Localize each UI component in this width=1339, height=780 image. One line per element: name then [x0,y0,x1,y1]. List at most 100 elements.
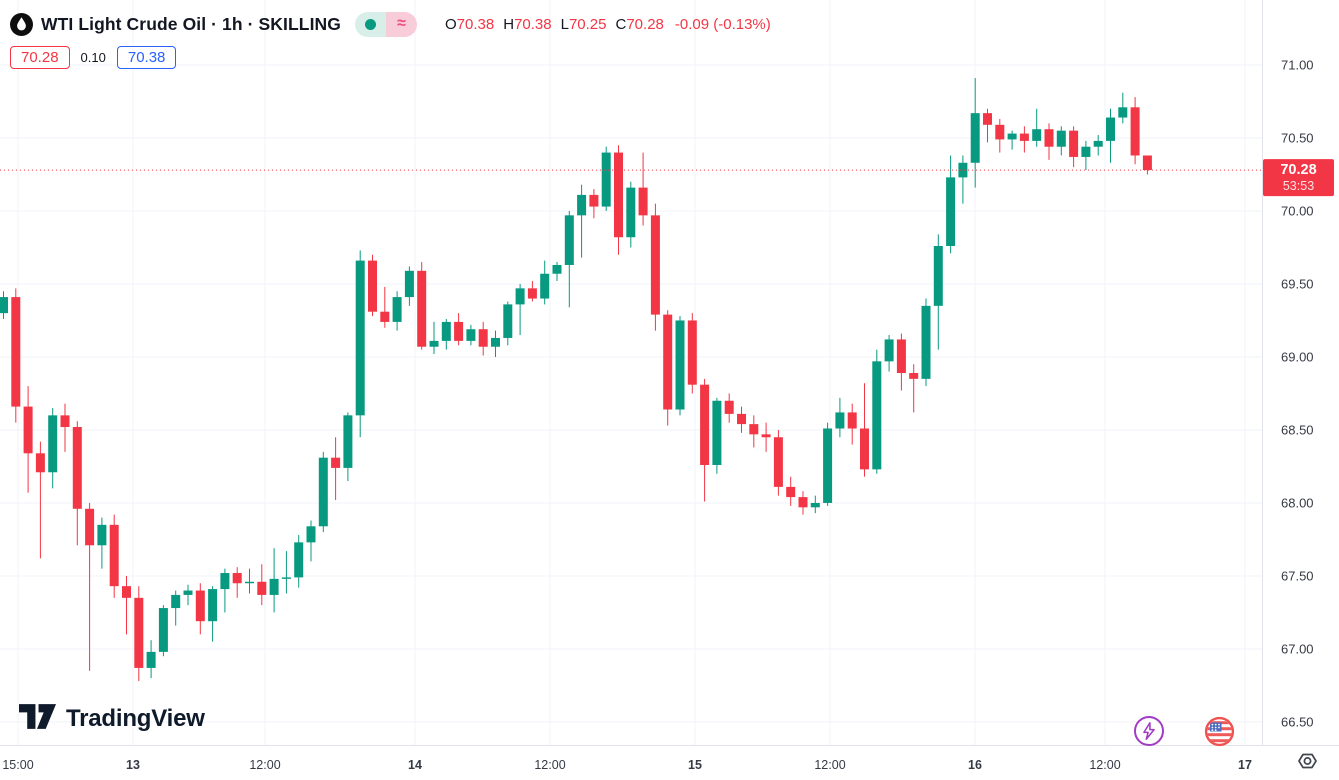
candle [638,152,648,226]
price-tick-label: 66.50 [1281,714,1314,729]
candle [158,605,168,657]
candle [134,586,144,682]
time-axis[interactable]: 15:00 13 12:00 14 12:00 15 12:00 16 12:00 17 [2,758,1252,772]
candle [540,260,550,305]
candle [306,520,316,562]
candle [1056,126,1066,156]
candle [1044,123,1054,160]
price-axis[interactable]: 71.00 70.50 70.00 69.50 69.00 68.50 68.00 67.50… [1281,57,1314,729]
high-value: 70.38 [514,15,552,33]
time-tick-label: 13 [126,758,140,772]
candle [491,330,500,357]
candle [700,378,710,502]
candle [675,316,685,416]
change-value: -0.09 (-0.13%) [674,15,771,33]
candle [171,590,181,626]
spread-value: 0.10 [80,50,106,65]
candle [589,189,599,219]
price-tick-label: 68.00 [1281,495,1314,510]
open-value: 70.38 [456,15,495,33]
time-tick-label: 12:00 [249,758,280,772]
candle [909,364,919,413]
axis-separators [0,0,1339,746]
price-tick-label: 67.00 [1281,641,1314,656]
candle [970,78,980,188]
candle [798,491,808,515]
candle [257,564,267,606]
ohlc-readout: O70.38 H70.38 L70.25 C70.28 -0.09 (-0.13… [445,16,771,33]
price-tick-label: 71.00 [1281,57,1314,72]
quick-trade-button[interactable] [1134,716,1164,746]
candle [564,210,574,308]
time-tick-label: 15 [688,758,702,772]
candle [281,551,291,594]
candle [933,234,943,350]
time-axis-settings-button[interactable] [1294,750,1321,772]
candle [786,476,796,506]
candle [1118,92,1128,124]
candle [146,640,156,679]
grid-lines [0,0,1262,745]
high-label: H [503,15,515,33]
candle [860,383,869,477]
candle [995,118,1005,153]
lightning-icon [1143,721,1155,741]
time-tick-label: 16 [968,758,982,772]
candle [773,429,783,496]
candle [269,548,279,613]
candle [1019,126,1029,153]
buy-price-button[interactable]: 70.38 [116,46,177,69]
candle [232,567,242,598]
candle [72,421,82,546]
candle [1032,108,1042,147]
candle [294,535,304,588]
candle [712,397,722,474]
symbol-header: WTI Light Crude Oil · 1h · SKILLING ≈ O7… [10,11,771,69]
candle [761,422,771,452]
candle [552,262,562,282]
sell-price-button[interactable]: 70.28 [10,46,70,69]
candle [749,415,759,448]
candle [48,408,58,489]
candle [1069,126,1079,168]
candle [11,288,21,423]
candle [687,313,697,394]
price-tick-label: 69.50 [1281,276,1314,291]
market-open-dot-icon [355,11,386,37]
us-economic-events-button[interactable] [1204,716,1235,747]
candle [331,437,341,501]
market-status-pill[interactable]: ≈ [355,11,417,37]
low-value: 70.25 [568,15,607,33]
candle [109,514,119,598]
low-label: L [560,15,569,33]
open-label: O [445,15,457,33]
candle [35,441,45,559]
candle [921,298,931,387]
candle [835,397,845,438]
candle [417,262,427,350]
candle [85,502,95,671]
time-tick-label: 12:00 [534,758,565,772]
candle [368,254,377,317]
candle [958,155,968,204]
oil-drop-symbol-icon [10,12,33,36]
candle [122,575,131,635]
candle [183,584,193,606]
candle [1093,135,1103,156]
candle [466,324,476,346]
candle [404,266,414,306]
candle [380,286,390,328]
candle [737,406,746,433]
candle [515,283,525,336]
candle [1130,97,1140,165]
price-tick-label: 68.50 [1281,422,1314,437]
candle [614,145,623,255]
symbol-title[interactable]: WTI Light Crude Oil · 1h · SKILLING [41,13,341,34]
candle [1081,140,1091,171]
candle [454,313,464,346]
candle [823,422,833,506]
candle [946,155,956,254]
candle [318,451,328,533]
